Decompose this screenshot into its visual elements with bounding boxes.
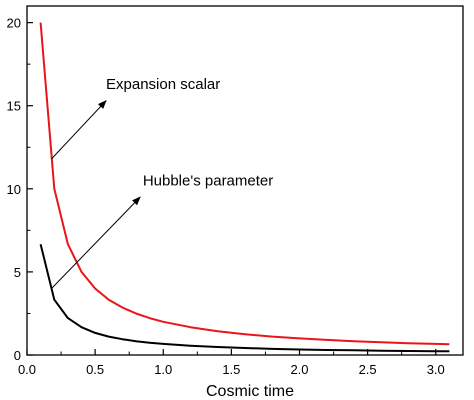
- x-axis: 0.0 0.5 1.0 1.5 2.0 2.5 3.0: [18, 349, 445, 377]
- annotation-label: Expansion scalar: [106, 76, 220, 93]
- series-line-1: [39, 243, 450, 353]
- x-tick-label: 1.5: [222, 362, 240, 377]
- annotation-label: Hubble's parameter: [143, 172, 273, 189]
- y-tick-label: 20: [7, 16, 21, 31]
- x-tick-label: 0.0: [18, 362, 36, 377]
- y-axis: 0 5 10 15 20: [7, 16, 33, 363]
- x-tick-label: 2.0: [290, 362, 308, 377]
- y-tick-label: 15: [7, 99, 21, 114]
- x-axis-label: Cosmic time: [206, 383, 294, 400]
- x-tick-label: 2.5: [359, 362, 377, 377]
- y-tick-label: 10: [7, 182, 21, 197]
- annotation-arrow: [51, 196, 141, 289]
- x-tick-label: 0.5: [86, 362, 104, 377]
- y-tick-label: 0: [14, 348, 21, 363]
- series-layer: [39, 22, 450, 353]
- plot-area-frame: [26, 5, 464, 356]
- series-line-0: [39, 22, 450, 346]
- y-tick-label: 5: [14, 265, 21, 280]
- x-tick-label: 3.0: [427, 362, 445, 377]
- x-tick-label: 1.0: [154, 362, 172, 377]
- annotation-layer: Expansion scalar Hubble's parameter: [51, 76, 273, 289]
- annotation-arrow: [51, 99, 107, 160]
